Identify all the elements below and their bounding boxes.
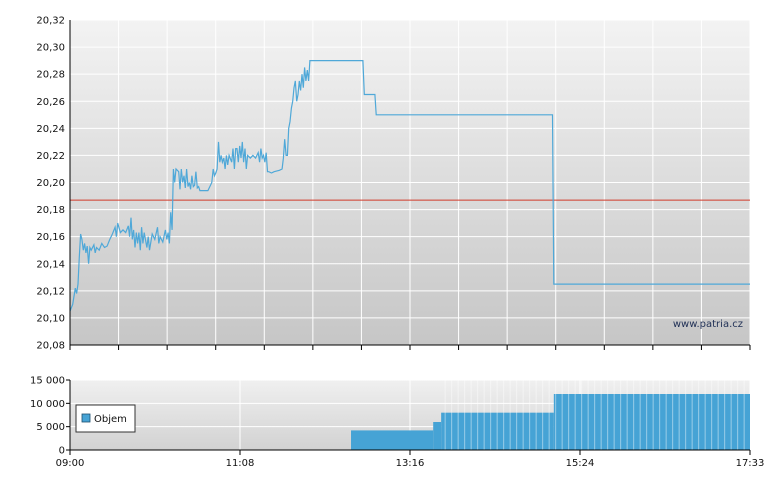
price-y-tick-label: 20,30 [36, 43, 65, 54]
price-x-ticks [69, 345, 751, 350]
volume-bar [441, 412, 554, 450]
price-series-line [69, 59, 750, 312]
volume-y-tick-label: 15 000 [30, 376, 65, 387]
price-y-tick-label: 20,12 [36, 286, 65, 297]
volume-x-axis-labels: 09:00 11:08 13:16 15:24 17:33 [56, 450, 765, 469]
price-y-tick-label: 20,24 [36, 124, 65, 135]
price-y-tick-label: 20,28 [36, 70, 65, 81]
price-y-tick-label: 20,20 [36, 178, 65, 189]
volume-chart: 15 000 10 000 5 000 0 09:00 11:08 13:16 15:24 1… [30, 376, 764, 470]
price-y-tick-label: 20,16 [36, 232, 65, 243]
volume-x-tick-label: 09:00 [56, 458, 85, 469]
legend-swatch [81, 413, 91, 423]
watermark: www.patria.cz [673, 319, 743, 330]
volume-bar [433, 422, 442, 450]
volume-y-axis: 15 000 10 000 5 000 0 [30, 376, 70, 457]
volume-bars [351, 380, 750, 450]
price-y-tick-label: 20,14 [36, 259, 65, 270]
price-y-tick-label: 20,10 [36, 313, 65, 324]
price-y-tick-label: 20,22 [36, 151, 65, 162]
volume-bar [351, 430, 434, 450]
price-y-tick-label: 20,26 [36, 97, 65, 108]
volume-bar [553, 394, 750, 450]
volume-x-tick-label: 17:33 [736, 458, 765, 469]
price-gridlines [69, 19, 751, 346]
legend: Objem [75, 404, 136, 433]
legend-label: Objem [94, 414, 127, 425]
price-y-tick-label: 20,32 [36, 16, 65, 27]
volume-y-tick-label: 10 000 [30, 399, 65, 410]
volume-y-tick-label: 5 000 [36, 422, 65, 433]
price-y-tick-label: 20,18 [36, 205, 65, 216]
price-y-axis: 20,32 20,30 20,28 20,26 20,24 20,22 20,20 20,18… [36, 16, 65, 352]
price-chart: 20,32 20,30 20,28 20,26 20,24 20,22 20,20 20,18… [36, 16, 751, 352]
volume-y-tick-label: 0 [59, 446, 65, 457]
volume-x-tick-label: 11:08 [226, 458, 255, 469]
price-y-tick-label: 20,08 [36, 341, 65, 352]
volume-x-tick-label: 13:16 [396, 458, 425, 469]
volume-x-tick-label: 15:24 [566, 458, 595, 469]
